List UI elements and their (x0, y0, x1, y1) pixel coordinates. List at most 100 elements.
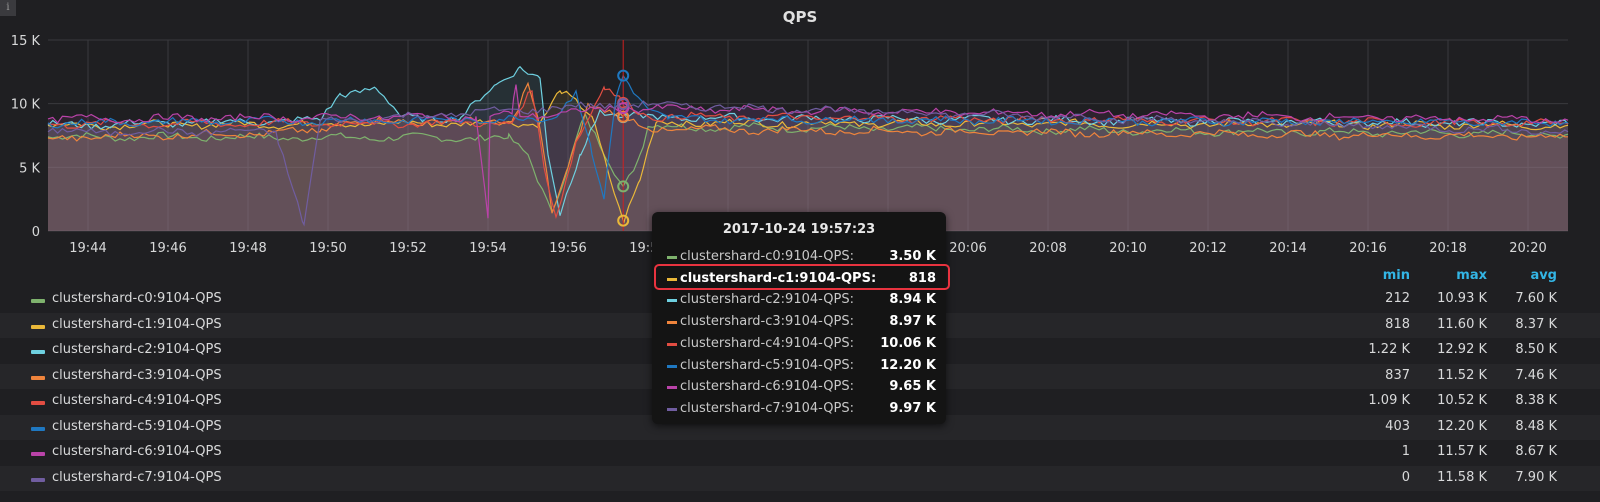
legend-row[interactable]: clustershard-c5:9104-QPS 403 12.20 K 8.48 K (0, 414, 1600, 440)
legend-min-value: 212 (1385, 291, 1410, 306)
y-tick-label: 15 K (11, 34, 41, 49)
hover-point-3 (617, 110, 630, 123)
legend-max-value: 11.58 K (1437, 469, 1487, 485)
legend-avg-value: 8.67 K (1515, 444, 1557, 459)
tooltip-row: clustershard-c4:9104-QPS: 10.06 K (652, 333, 946, 355)
tooltip-series-swatch (667, 256, 677, 259)
series-color-swatch[interactable] (31, 452, 45, 456)
tooltip-series-name: clustershard-c1:9104-QPS: (680, 270, 877, 286)
series-color-swatch[interactable] (31, 477, 45, 482)
legend-max-value: 12.92 K (1437, 342, 1487, 357)
chart-lines (47, 65, 1569, 227)
tooltip-series-name: clustershard-c4:9104-QPS: (680, 335, 855, 351)
legend-header-avg[interactable]: avg (1530, 268, 1557, 283)
legend-avg-value: 8.48 K (1515, 418, 1557, 434)
legend-series-name[interactable]: clustershard-c5:9104-QPS (52, 418, 222, 434)
tooltip-series-value: 8.94 K (889, 292, 936, 308)
x-tick-label: 19:52 (389, 241, 426, 256)
legend-min-value: 818 (1385, 316, 1410, 332)
x-tick-label: 19:46 (149, 241, 186, 256)
x-tick-label: 20:10 (1109, 241, 1146, 256)
tooltip-row: clustershard-c3:9104-QPS: 8.97 K (652, 311, 946, 333)
legend-max-value: 11.57 K (1437, 444, 1487, 459)
legend-row[interactable]: clustershard-c4:9104-QPS 1.09 K 10.52 K 8.3… (0, 389, 1600, 414)
x-tick-label: 19:56 (549, 241, 586, 256)
tooltip-series-value: 3.50 K (889, 249, 936, 264)
tooltip-series-name: clustershard-c6:9104-QPS: (680, 379, 855, 395)
tooltip-series-swatch (667, 364, 677, 368)
x-tick-label: 19:50 (309, 241, 346, 256)
legend-series-name[interactable]: clustershard-c2:9104-QPS (52, 342, 222, 357)
tooltip-series-name: clustershard-c7:9104-QPS: (680, 400, 855, 416)
legend-header-max[interactable]: max (1456, 268, 1487, 283)
legend-min-value: 1.09 K (1368, 393, 1410, 408)
tooltip-series-name: clustershard-c0:9104-QPS: (680, 249, 855, 264)
x-tick-label: 20:18 (1429, 241, 1466, 256)
tooltip-row: clustershard-c7:9104-QPS: 9.97 K (652, 398, 946, 420)
panel-title[interactable]: QPS (782, 8, 818, 26)
legend-row[interactable]: clustershard-c7:9104-QPS 0 11.58 K 7.90 K (0, 465, 1600, 491)
legend-avg-value: 8.37 K (1515, 316, 1557, 332)
y-tick-label: 10 K (11, 98, 41, 113)
tooltip-row: clustershard-c1:9104-QPS: 818 (652, 268, 946, 290)
hover-tooltip: 2017-10-24 19:57:23 clustershard-c0:9104… (652, 212, 946, 424)
legend-series-name[interactable]: clustershard-c7:9104-QPS (52, 469, 222, 485)
legend-avg-value: 8.50 K (1515, 342, 1557, 357)
tooltip-series-value: 12.20 K (880, 357, 936, 373)
hover-point-6 (617, 102, 630, 115)
panel-info-icon[interactable]: i (0, 0, 16, 16)
series-line-5 (47, 74, 1569, 200)
series-color-swatch[interactable] (31, 350, 45, 354)
legend-row[interactable]: clustershard-c0:9104-QPS 212 10.93 K 7.60 K (0, 287, 1600, 312)
legend-avg-value: 8.38 K (1515, 393, 1557, 408)
x-tick-label: 20:08 (1029, 241, 1066, 256)
legend-series-name[interactable]: clustershard-c0:9104-QPS (52, 291, 222, 306)
series-color-swatch[interactable] (31, 426, 45, 431)
series-color-swatch[interactable] (31, 299, 45, 303)
tooltip-row: clustershard-c6:9104-QPS: 9.65 K (652, 376, 946, 398)
x-tick-label: 19:54 (469, 241, 506, 256)
hover-point-1 (617, 214, 630, 227)
legend-min-value: 1 (1401, 444, 1410, 459)
series-area-1 (48, 90, 1568, 232)
series-area-2 (48, 66, 1568, 231)
series-area-5 (48, 75, 1568, 231)
tooltip-series-value: 818 (908, 270, 936, 286)
tooltip-series-value: 9.97 K (889, 400, 936, 416)
series-line-4 (47, 85, 1569, 220)
tooltip-highlight-box (654, 264, 950, 290)
series-area-0 (48, 115, 1568, 231)
legend-avg-value: 7.60 K (1515, 291, 1557, 306)
series-color-swatch[interactable] (31, 401, 45, 405)
hover-point-7 (617, 98, 630, 111)
legend-row[interactable]: clustershard-c6:9104-QPS 1 11.57 K 8.67 K (0, 440, 1600, 465)
legend-series-name[interactable]: clustershard-c1:9104-QPS (52, 316, 222, 332)
legend-series-name[interactable]: clustershard-c6:9104-QPS (52, 444, 222, 459)
tooltip-series-value: 8.97 K (889, 314, 936, 330)
legend-series-name[interactable]: clustershard-c4:9104-QPS (52, 393, 222, 408)
legend-min-value: 403 (1385, 418, 1410, 434)
tooltip-series-name: clustershard-c3:9104-QPS: (680, 314, 855, 330)
y-tick-label: 5 K (19, 161, 40, 176)
series-color-swatch[interactable] (31, 324, 45, 329)
tooltip-row: clustershard-c5:9104-QPS: 12.20 K (652, 355, 946, 377)
tooltip-row: clustershard-c2:9104-QPS: 8.94 K (652, 289, 946, 311)
legend-max-value: 12.20 K (1437, 418, 1487, 434)
legend-header-min[interactable]: min (1382, 268, 1410, 283)
series-color-swatch[interactable] (31, 375, 45, 380)
y-tick-label: 0 (32, 225, 40, 240)
qps-chart[interactable]: 0 5 K 10 K 15 K 19:44 19:46 19:48 19:50 19:52 19:… (0, 0, 1600, 262)
hover-point-0 (617, 180, 630, 193)
legend-avg-value: 7.46 K (1515, 367, 1557, 383)
legend-max-value: 11.60 K (1437, 316, 1487, 332)
x-tick-label: 20:12 (1189, 241, 1226, 256)
series-area-3 (48, 83, 1568, 231)
tooltip-series-swatch (667, 407, 677, 411)
legend-series-name[interactable]: clustershard-c3:9104-QPS (52, 367, 222, 383)
legend-row[interactable]: clustershard-c2:9104-QPS 1.22 K 12.92 K 8.5… (0, 338, 1600, 363)
tooltip-series-swatch (667, 321, 677, 325)
tooltip-series-swatch (667, 386, 677, 390)
chart-crosshair (617, 40, 630, 231)
tooltip-row: clustershard-c0:9104-QPS: 3.50 K (652, 246, 946, 268)
x-tick-label: 20:06 (949, 241, 986, 256)
